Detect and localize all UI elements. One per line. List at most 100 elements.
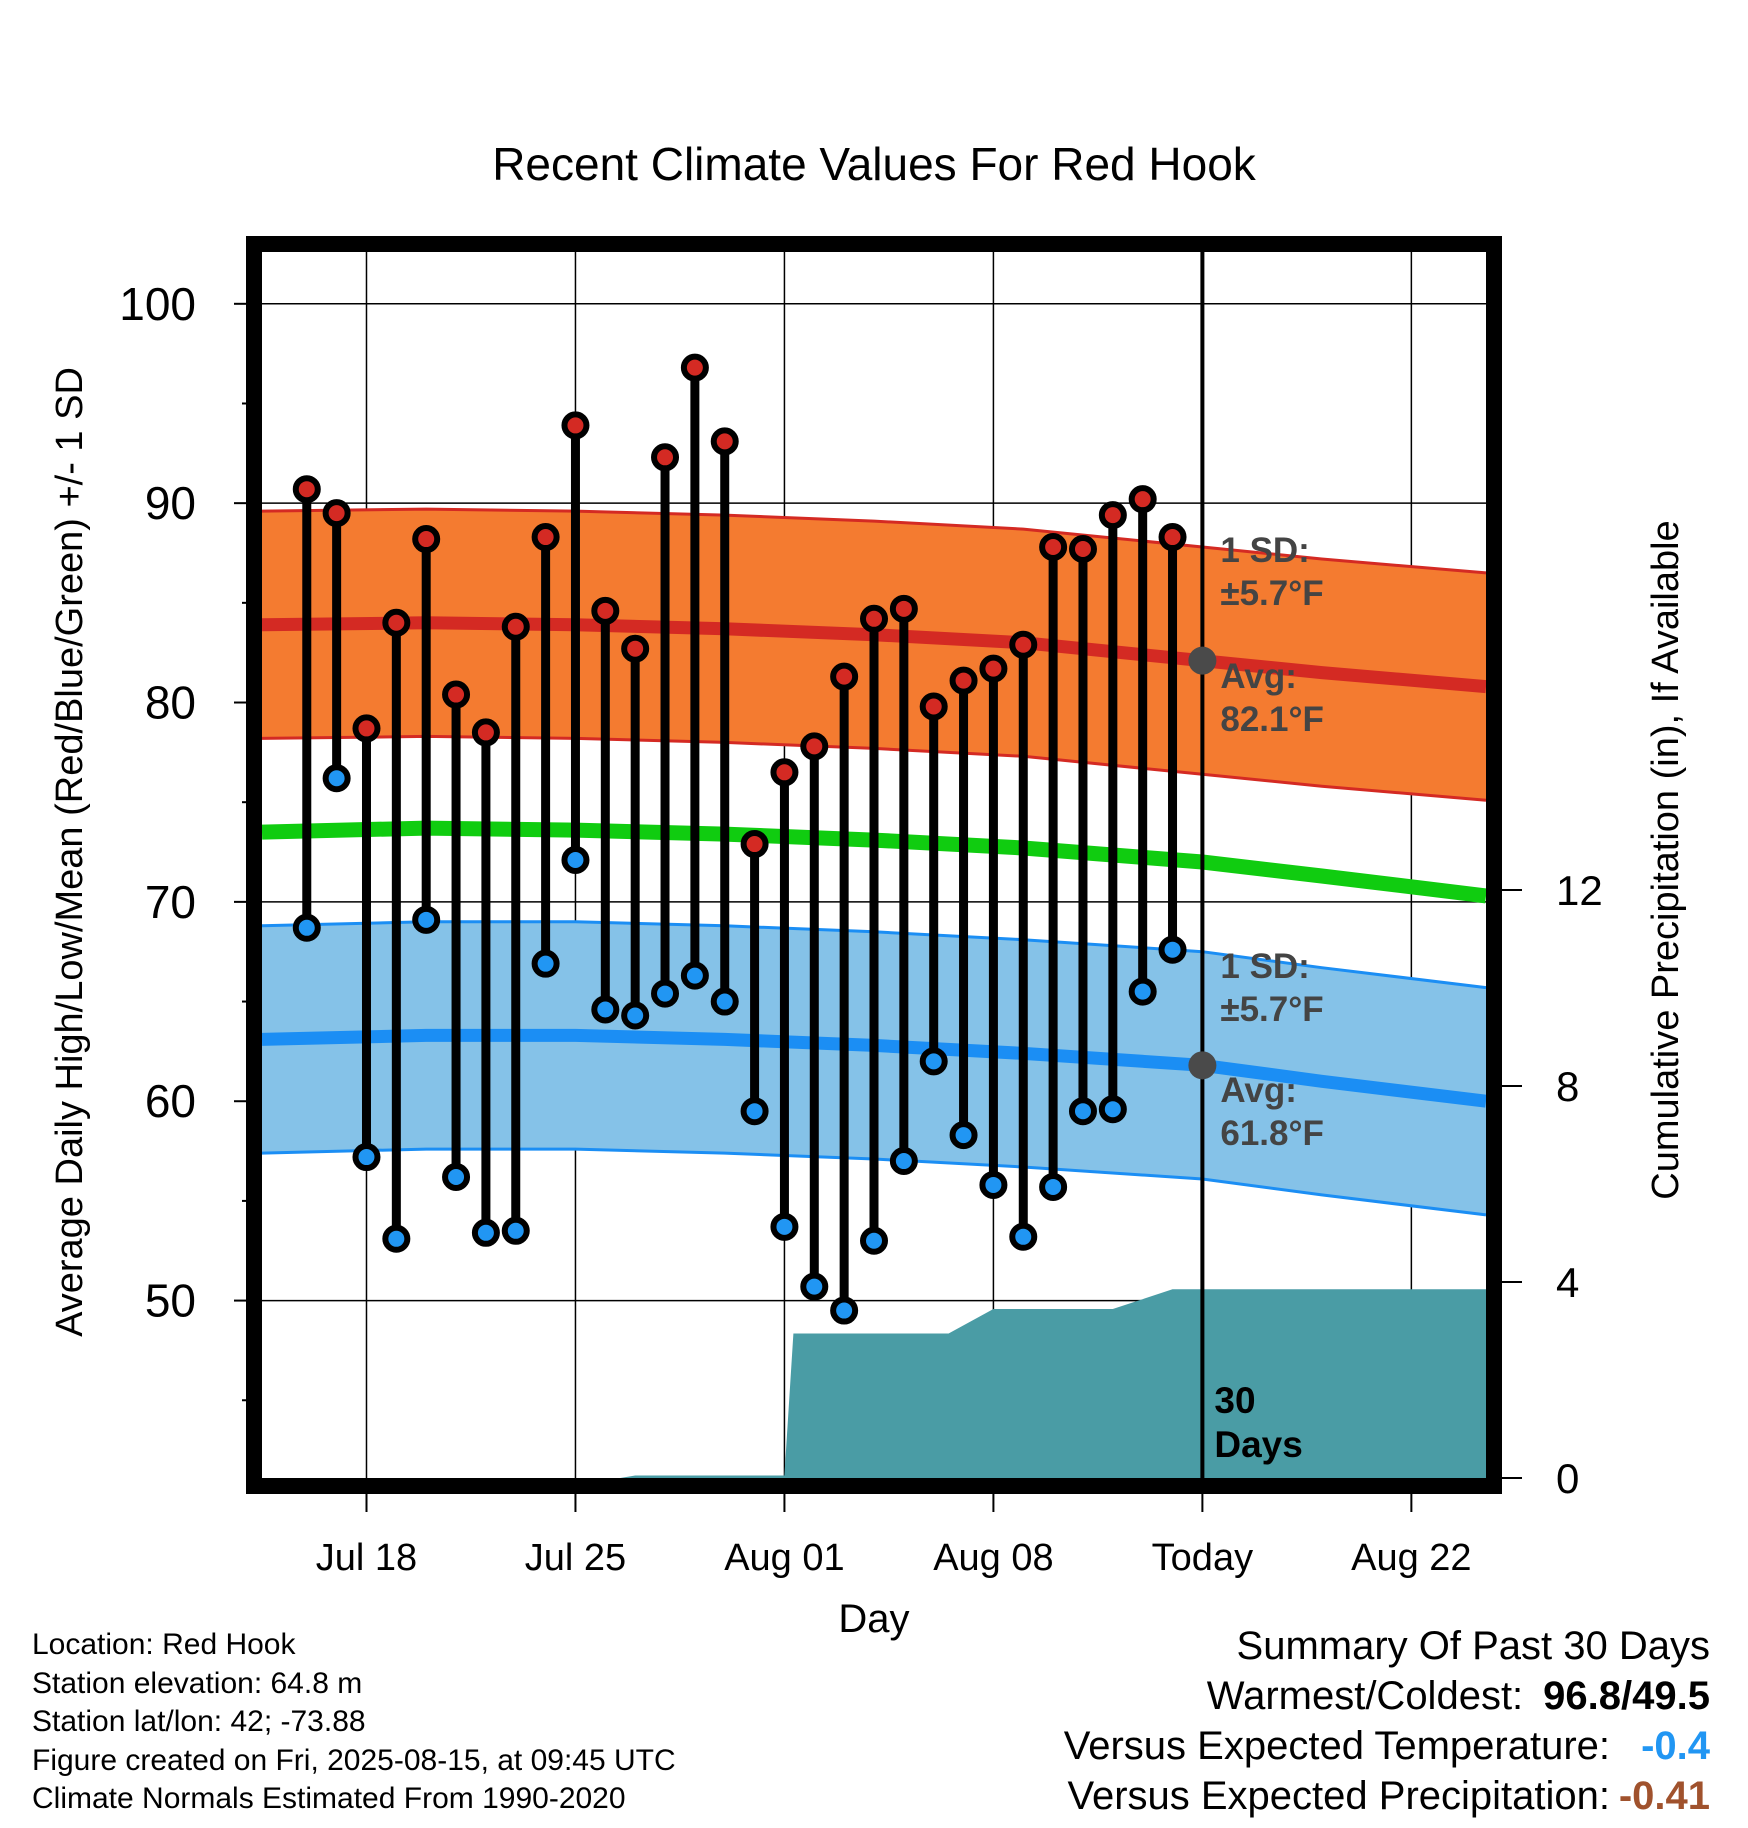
high-band-upper-edge <box>261 507 1487 575</box>
high-temp-point <box>1128 485 1157 514</box>
summary-panel: Summary Of Past 30 Days Warmest/Coldest:… <box>1064 1621 1710 1821</box>
y-tick-label: 50 <box>145 1275 196 1327</box>
low-temp-point <box>1158 935 1187 964</box>
high-sd-annotation: 1 SD: ±5.7°F <box>1220 531 1323 613</box>
high-temp-point <box>501 612 530 641</box>
low-temp-point <box>1128 977 1157 1006</box>
low-temp-point <box>919 1047 948 1076</box>
low-temp-point <box>800 1272 829 1301</box>
high-temp-point <box>919 692 948 721</box>
y2-axis-label: Cumulative Precipitation (in), If Availa… <box>1645 520 1687 1199</box>
y-tick-label: 90 <box>145 477 196 529</box>
high-temp-point <box>531 523 560 552</box>
low-temp-point <box>1009 1222 1038 1251</box>
low-temp-point <box>1039 1172 1068 1201</box>
high-temp-point <box>740 830 769 859</box>
low-temp-point <box>830 1296 859 1325</box>
low-temp-point <box>591 995 620 1024</box>
y2-tick-label: 8 <box>1556 1063 1579 1110</box>
high-temp-point <box>471 718 500 747</box>
low-temp-point <box>770 1212 799 1241</box>
precip-area <box>620 1289 1486 1478</box>
low-temp-point <box>531 949 560 978</box>
station-info: Location: Red Hook Station elevation: 64… <box>32 1626 676 1819</box>
high-temp-point <box>442 680 471 709</box>
x-axis-label: Day <box>838 1597 909 1641</box>
y-tick-label: 80 <box>145 677 196 729</box>
low-avg-today-marker <box>1188 1051 1217 1080</box>
high-temp-point <box>1158 523 1187 552</box>
low-temp-point <box>889 1147 918 1176</box>
low-temp-point <box>501 1216 530 1245</box>
summary-temp-value: -0.4 <box>1641 1724 1710 1768</box>
high-temp-point <box>352 714 381 743</box>
high-temp-point <box>710 427 739 456</box>
info-normals: Climate Normals Estimated From 1990-2020 <box>32 1782 626 1815</box>
low-sd-annotation: 1 SD: ±5.7°F <box>1220 947 1323 1029</box>
low-temp-point <box>1098 1095 1127 1124</box>
chart-title: Recent Climate Values For Red Hook <box>492 138 1257 190</box>
high-temp-point <box>382 608 411 637</box>
high-temp-point <box>800 732 829 761</box>
high-temp-point <box>860 604 888 633</box>
low-temp-point <box>442 1162 471 1191</box>
low-temp-point <box>949 1121 978 1150</box>
x-tick-label: Aug 22 <box>1351 1537 1471 1579</box>
high-temp-point <box>292 475 321 504</box>
low-temp-point <box>1068 1097 1097 1126</box>
high-temp-point <box>1039 533 1068 562</box>
low-temp-point <box>860 1226 888 1255</box>
low-temp-point <box>471 1218 500 1247</box>
low-temp-point <box>979 1170 1008 1199</box>
high-temp-point <box>412 525 441 554</box>
y-axis-label: Average Daily High/Low/Mean (Red/Blue/Gr… <box>49 367 91 1337</box>
info-elevation: Station elevation: 64.8 m <box>32 1666 363 1700</box>
info-latlon: Station lat/lon: 42; -73.88 <box>32 1705 366 1738</box>
low-temp-point <box>561 846 590 875</box>
y2-tick-label: 4 <box>1556 1259 1579 1306</box>
summary-precip-label: Versus Expected Precipitation: <box>1067 1774 1610 1818</box>
high-temp-point <box>979 654 1008 683</box>
low-avg-annotation: Avg: 61.8°F <box>1220 1071 1324 1153</box>
high-temp-point <box>322 499 351 528</box>
high-temp-point <box>1098 501 1127 530</box>
summary-temp-label: Versus Expected Temperature: <box>1063 1724 1610 1768</box>
low-temp-point <box>322 764 351 793</box>
low-temp-point <box>621 1001 650 1030</box>
summary-precip-value: -0.41 <box>1618 1774 1710 1818</box>
low-temp-point <box>710 987 739 1016</box>
high-temp-point <box>621 634 650 663</box>
y2-tick-label: 12 <box>1556 867 1603 914</box>
plot-frame <box>246 236 1502 1494</box>
summary-title: Summary Of Past 30 Days <box>1236 1624 1710 1668</box>
low-temp-point <box>382 1224 411 1253</box>
high-avg-annotation: Avg: 82.1°F <box>1220 657 1324 739</box>
summary-temp-row: Versus Expected Temperature: -0.4 <box>1064 1721 1710 1771</box>
y-tick-label: 70 <box>145 876 196 928</box>
high-temp-point <box>830 662 859 691</box>
x-tick-label: Jul 25 <box>525 1537 626 1579</box>
high-temp-point <box>680 353 709 382</box>
today-days-label: 30 Days <box>1214 1380 1302 1465</box>
info-created: Figure created on Fri, 2025-08-15, at 09… <box>32 1743 676 1777</box>
x-tick-label: Jul 18 <box>316 1537 417 1579</box>
y2-tick-label: 0 <box>1556 1455 1579 1502</box>
summary-warmest-value: 96.8/49.5 <box>1543 1674 1710 1718</box>
x-tick-label: Aug 01 <box>724 1537 844 1579</box>
high-temp-point <box>591 596 620 625</box>
high-avg-today-marker <box>1188 646 1217 675</box>
x-tick-label: Today <box>1152 1537 1253 1579</box>
high-temp-point <box>1068 535 1097 564</box>
high-temp-point <box>651 443 680 472</box>
x-tick-label: Aug 08 <box>933 1537 1053 1579</box>
summary-warmest-row: Warmest/Coldest: 96.8/49.5 <box>1064 1671 1710 1721</box>
low-temp-point <box>412 905 441 934</box>
summary-precip-row: Versus Expected Precipitation: -0.41 <box>1064 1771 1710 1821</box>
low-temp-point <box>740 1097 769 1126</box>
summary-warmest-label: Warmest/Coldest: <box>1206 1674 1524 1718</box>
high-temp-point <box>770 758 799 787</box>
high-temp-point <box>889 594 918 623</box>
low-temp-point <box>352 1143 381 1172</box>
high-temp-point <box>1009 630 1038 659</box>
